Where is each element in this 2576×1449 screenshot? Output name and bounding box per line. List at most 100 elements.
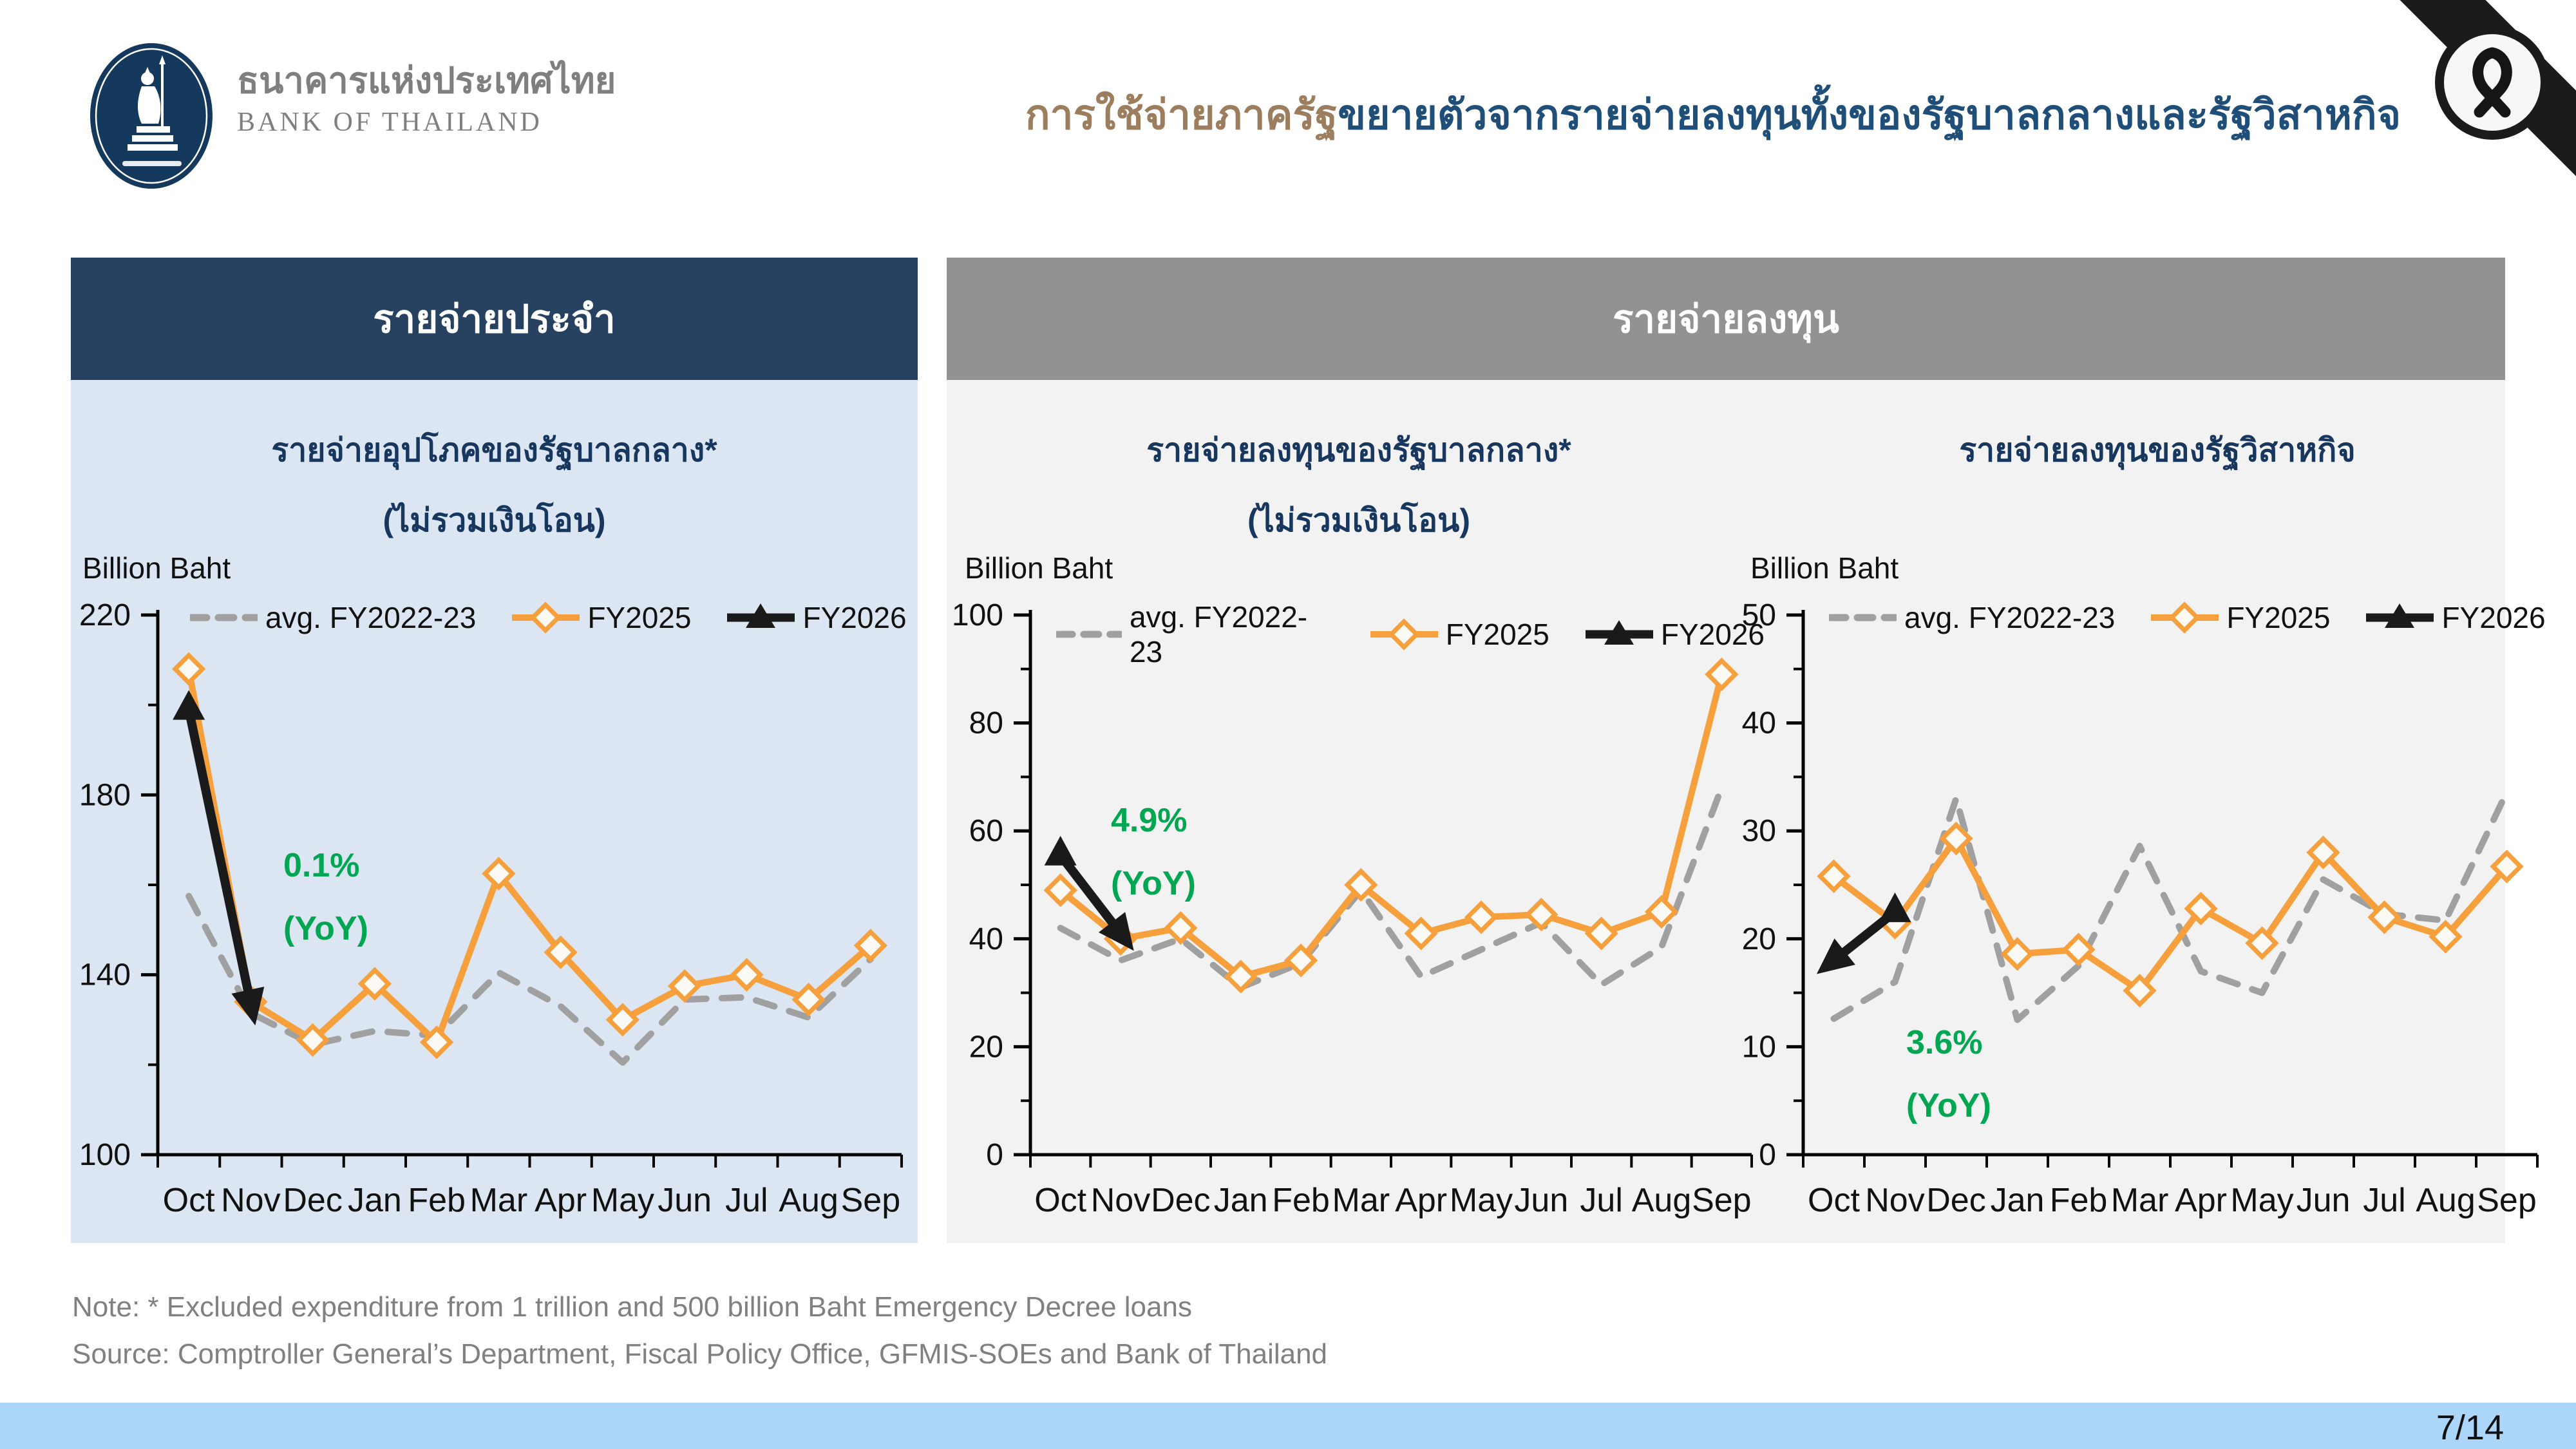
svg-text:Mar: Mar — [2111, 1182, 2169, 1219]
legend-swatch-solid-diamond-icon — [512, 601, 580, 634]
legend-item-avg-fy2022-23: avg. FY2022-23 — [1056, 600, 1334, 669]
bottom-bar: 7/14 — [0, 1403, 2576, 1449]
svg-text:Oct: Oct — [163, 1182, 215, 1219]
svg-text:20: 20 — [969, 1030, 1003, 1064]
legend-label: avg. FY2022-23 — [1129, 600, 1308, 668]
legend-item-fy2026: FY2026 — [2366, 600, 2546, 636]
svg-text:May: May — [591, 1182, 654, 1219]
logo-title: ธนาคารแห่งประเทศไทย — [237, 60, 616, 100]
panel-recurrent-expenditure: รายจ่ายประจำ — [71, 258, 918, 1243]
svg-text:40: 40 — [1742, 706, 1776, 741]
chart-2-annotation-pct: 3.6% — [1906, 1024, 1983, 1061]
svg-text:Aug: Aug — [2416, 1182, 2476, 1219]
legend-item-avg-fy2022-23: avg. FY2022-23 — [1829, 600, 2115, 636]
svg-text:Oct: Oct — [1808, 1182, 1860, 1219]
svg-text:Dec: Dec — [1926, 1182, 1985, 1219]
chart-1-subtitle-line2: (ไม่รวมเงินโอน) — [1247, 502, 1471, 538]
chart-capital-central-gov: 0 20 40 60 80 100 Oct Nov Dec Jan Feb Mar Apr May Jun J… — [953, 538, 1765, 1230]
svg-text:80: 80 — [969, 706, 1003, 741]
chart-2-unit-label: Billion Baht — [1750, 551, 1899, 585]
legend-item-fy2025: FY2025 — [512, 600, 691, 636]
svg-text:30: 30 — [1742, 814, 1776, 848]
svg-text:220: 220 — [79, 598, 131, 632]
logo-text: ธนาคารแห่งประเทศไทย BANK OF THAILAND — [237, 57, 616, 140]
legend-swatch-solid-diamond-icon — [1370, 618, 1438, 650]
svg-text:Jan: Jan — [1214, 1182, 1268, 1219]
svg-text:100: 100 — [953, 598, 1003, 632]
page-number: 7/14 — [2436, 1408, 2504, 1447]
panel-left-header: รายจ่ายประจำ — [71, 258, 918, 380]
legend-swatch-arrow-icon — [1585, 620, 1653, 645]
svg-text:Sep: Sep — [841, 1182, 901, 1219]
svg-text:Feb: Feb — [2050, 1182, 2108, 1219]
legend-item-fy2026: FY2026 — [1585, 616, 1765, 652]
legend-item-fy2026: FY2026 — [727, 600, 907, 636]
chart-1-annotation-pct: 4.9% — [1111, 802, 1188, 839]
legend-swatch-dashed-icon — [190, 614, 258, 621]
svg-text:0: 0 — [1759, 1138, 1776, 1172]
svg-text:Dec: Dec — [283, 1182, 342, 1219]
legend-swatch-arrow-icon — [2366, 603, 2434, 628]
chart-2-subtitle: รายจ่ายลงทุนของรัฐวิสาหกิจ — [1765, 425, 2550, 476]
legend-item-fy2025: FY2025 — [1370, 616, 1549, 652]
svg-text:Jul: Jul — [2363, 1182, 2405, 1219]
chart-capital-central-gov-plot: 0 20 40 60 80 100 Oct Nov Dec Jan Feb Mar Apr May Jun J… — [953, 598, 1753, 1219]
svg-text:Jan: Jan — [1991, 1182, 2045, 1219]
chart-0-annotation-yoy: (YoY) — [283, 910, 368, 947]
svg-text:Jan: Jan — [348, 1182, 402, 1219]
legend-swatch-solid-diamond-icon — [2151, 601, 2219, 634]
chart-2-subtitle-line1: รายจ่ายลงทุนของรัฐวิสาหกิจ — [1959, 432, 2356, 468]
legend-label: FY2025 — [1445, 618, 1549, 651]
svg-text:Feb: Feb — [1272, 1182, 1330, 1219]
svg-text:Mar: Mar — [1332, 1182, 1390, 1219]
legend-swatch-dashed-icon — [1829, 614, 1897, 621]
chart-0-unit-label: Billion Baht — [82, 551, 231, 585]
legend-label: avg. FY2022-23 — [265, 601, 477, 634]
chart-2-annotation: 3.6% (YoY) — [1906, 1011, 1991, 1137]
svg-text:Apr: Apr — [2175, 1182, 2227, 1219]
svg-text:Apr: Apr — [1395, 1182, 1447, 1219]
chart-2-legend: avg. FY2022-23 FY2025 FY2026 — [1829, 600, 2546, 636]
svg-text:140: 140 — [79, 958, 131, 992]
legend-item-avg-fy2022-23: avg. FY2022-23 — [190, 600, 476, 636]
svg-text:Nov: Nov — [221, 1182, 280, 1219]
svg-text:50: 50 — [1742, 598, 1776, 632]
mourning-ribbon-icon — [2435, 25, 2550, 140]
svg-text:0: 0 — [986, 1138, 1003, 1172]
svg-text:Feb: Feb — [408, 1182, 466, 1219]
svg-text:Jun: Jun — [658, 1182, 712, 1219]
legend-label: FY2025 — [2226, 601, 2331, 634]
chart-1-subtitle-line1: รายจ่ายลงทุนของรัฐบาลกลาง* — [1146, 432, 1571, 468]
svg-text:Mar: Mar — [470, 1182, 528, 1219]
chart-0-subtitle: รายจ่ายอุปโภคของรัฐบาลกลาง* (ไม่รวมเงินโ… — [71, 425, 918, 546]
legend-swatch-dashed-icon — [1056, 630, 1122, 638]
svg-text:Dec: Dec — [1151, 1182, 1210, 1219]
legend-swatch-arrow-icon — [727, 603, 795, 628]
svg-text:60: 60 — [969, 814, 1003, 848]
chart-1-annotation: 4.9% (YoY) — [1111, 789, 1196, 915]
legend-label: FY2026 — [1660, 618, 1765, 651]
svg-text:Aug: Aug — [1632, 1182, 1692, 1219]
svg-text:Nov: Nov — [1091, 1182, 1150, 1219]
svg-text:100: 100 — [79, 1138, 131, 1172]
svg-text:Jun: Jun — [1514, 1182, 1568, 1219]
page-title: การใช้จ่ายภาครัฐขยายตัวจากรายจ่ายลงทุนทั… — [947, 76, 2479, 153]
svg-text:180: 180 — [79, 778, 131, 812]
legend-label: FY2025 — [587, 601, 692, 634]
chart-0-annotation-pct: 0.1% — [283, 847, 360, 884]
chart-1-unit-label: Billion Baht — [965, 551, 1113, 585]
legend-label: avg. FY2022-23 — [1904, 601, 2116, 634]
bank-of-thailand-logo-icon — [90, 43, 213, 189]
chart-1-subtitle: รายจ่ายลงทุนของรัฐบาลกลาง* (ไม่รวมเงินโอ… — [953, 425, 1765, 546]
legend-label: FY2026 — [802, 601, 907, 634]
svg-text:May: May — [1450, 1182, 1513, 1219]
footnote-source: Source: Comptroller General’s Department… — [72, 1338, 1328, 1370]
svg-text:Jul: Jul — [725, 1182, 768, 1219]
chart-1-annotation-yoy: (YoY) — [1111, 865, 1196, 902]
chart-0-subtitle-line2: (ไม่รวมเงินโอน) — [383, 502, 606, 538]
svg-text:10: 10 — [1742, 1030, 1776, 1064]
svg-text:Apr: Apr — [535, 1182, 587, 1219]
chart-capital-soe: 0 10 20 30 40 50 Oct Nov Dec Jan Feb Mar Apr May Jun Ju… — [1739, 538, 2550, 1230]
svg-text:Oct: Oct — [1034, 1182, 1086, 1219]
